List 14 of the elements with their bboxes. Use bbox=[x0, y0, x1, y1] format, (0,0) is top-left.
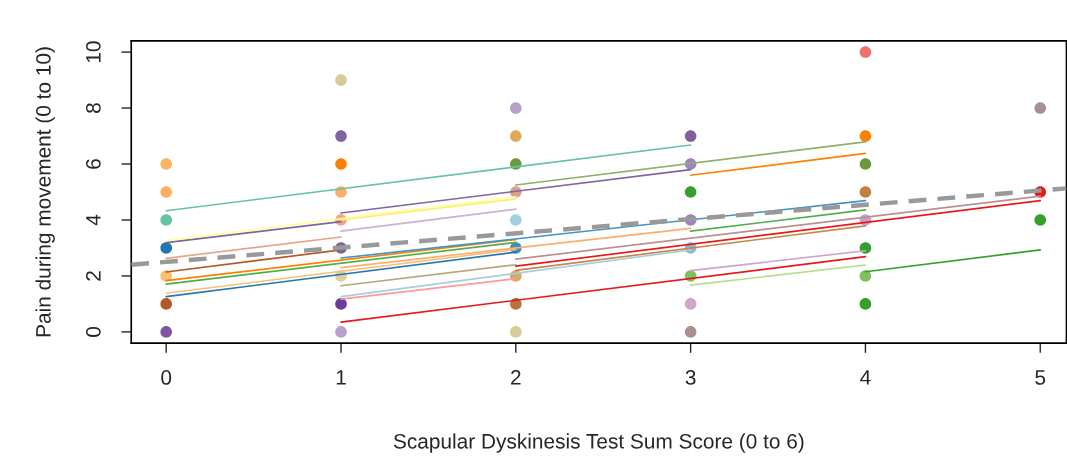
x-axis-title: Scapular Dyskinesis Test Sum Score (0 to 6) bbox=[393, 433, 804, 453]
y-tick-label: 0 bbox=[85, 326, 101, 337]
x-tick-label: 2 bbox=[511, 370, 521, 385]
x-tick-label: 4 bbox=[860, 370, 871, 385]
y-axis-title: Pain during movement (0 to 10) bbox=[35, 47, 55, 337]
y-tick-label: 6 bbox=[85, 159, 101, 169]
x-tick-label: 3 bbox=[685, 370, 696, 385]
x-tick-label: 5 bbox=[1035, 370, 1046, 385]
y-tick-label: 2 bbox=[85, 271, 101, 281]
x-tick-label: 0 bbox=[161, 370, 172, 385]
x-tick-label: 1 bbox=[336, 370, 346, 385]
y-tick-label: 4 bbox=[86, 214, 101, 226]
y-tick-label: 10 bbox=[85, 41, 101, 63]
y-tick-label: 8 bbox=[85, 103, 101, 113]
